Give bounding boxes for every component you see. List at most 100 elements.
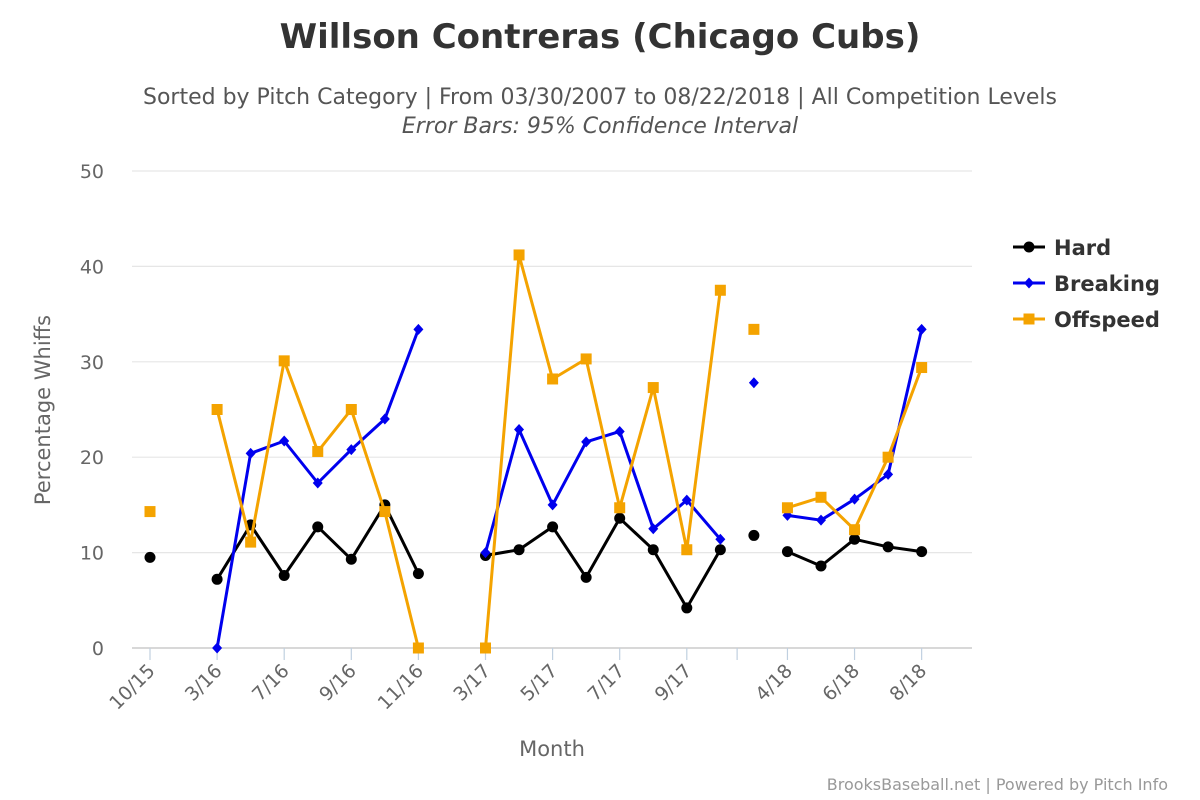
data-point-breaking	[748, 377, 759, 389]
data-point-breaking	[312, 477, 323, 489]
chart-subtitle-error-bars: Error Bars: 95% Confidence Interval	[402, 114, 798, 139]
x-tick-label: 4/18	[751, 660, 797, 706]
data-point-breaking	[480, 547, 491, 559]
x-axis-title: Month	[519, 737, 585, 761]
data-point-offspeed	[480, 642, 491, 654]
x-tick-label: 8/18	[885, 660, 931, 706]
series-hard	[144, 499, 928, 614]
y-tick-label: 20	[80, 447, 104, 469]
data-point-breaking	[916, 323, 927, 335]
y-axis-title: Percentage Whiffs	[31, 315, 55, 505]
legend-marker-hard	[1023, 241, 1035, 253]
data-point-hard	[412, 568, 424, 580]
data-point-hard	[513, 544, 525, 556]
legend-label-hard: Hard	[1054, 236, 1111, 260]
data-point-offspeed	[748, 323, 760, 335]
data-point-offspeed	[681, 544, 693, 556]
legend-marker-offspeed	[1023, 313, 1035, 325]
x-tick-label: 3/16	[181, 660, 227, 706]
data-point-hard	[580, 571, 592, 583]
chart-title: Willson Contreras (Chicago Cubs)	[280, 17, 921, 57]
data-point-breaking	[681, 494, 692, 506]
grid-lines	[132, 170, 972, 649]
legend-label-offspeed: Offspeed	[1054, 308, 1160, 332]
data-point-offspeed	[916, 362, 928, 374]
y-tick-label: 30	[80, 352, 104, 374]
data-point-hard	[748, 529, 760, 541]
data-point-breaking	[648, 523, 659, 535]
data-point-offspeed	[882, 451, 894, 463]
data-point-hard	[211, 573, 223, 585]
data-point-offspeed	[614, 502, 626, 514]
data-point-offspeed	[245, 536, 257, 548]
data-point-offspeed	[714, 284, 726, 296]
data-point-offspeed	[815, 491, 827, 503]
x-tick-label: 6/18	[818, 660, 864, 706]
data-point-hard	[312, 521, 324, 533]
data-point-hard	[681, 602, 693, 614]
data-point-breaking	[816, 514, 826, 526]
legend-label-breaking: Breaking	[1054, 272, 1160, 296]
y-tick-label: 10	[80, 543, 104, 565]
data-point-breaking	[547, 499, 558, 511]
data-point-offspeed	[278, 355, 290, 367]
data-point-breaking	[782, 509, 793, 521]
series-breaking	[212, 323, 927, 654]
data-point-breaking	[212, 642, 223, 654]
x-tick-label: 10/15	[105, 660, 159, 714]
data-point-hard	[781, 546, 793, 558]
y-tick-label: 0	[92, 638, 104, 660]
series-offspeed	[144, 249, 928, 654]
data-point-hard	[714, 544, 726, 556]
legend-item-hard: Hard	[1013, 236, 1111, 260]
y-tick-label: 50	[80, 161, 104, 183]
legend-item-offspeed: Offspeed	[1013, 308, 1160, 332]
x-tick-label: 5/17	[516, 660, 562, 706]
data-point-offspeed	[513, 249, 525, 261]
series-layer	[144, 249, 928, 654]
data-point-breaking	[413, 323, 424, 335]
data-point-hard	[614, 512, 626, 524]
data-point-offspeed	[580, 353, 592, 365]
data-point-breaking	[883, 468, 894, 480]
x-tick-label: 7/17	[584, 660, 630, 706]
data-point-breaking	[346, 444, 357, 456]
data-point-offspeed	[781, 502, 793, 514]
data-point-breaking	[715, 533, 726, 545]
data-point-hard	[547, 521, 559, 533]
x-tick-label: 3/17	[449, 660, 495, 706]
chart-subtitle: Sorted by Pitch Category | From 03/30/20…	[143, 85, 1057, 110]
data-point-breaking	[245, 447, 256, 459]
data-point-hard	[278, 569, 290, 581]
data-point-offspeed	[849, 524, 861, 536]
y-axis-ticks: 0 10 20 30 40 50	[80, 161, 104, 660]
data-point-offspeed	[312, 445, 324, 457]
credit-text: BrooksBaseball.net | Powered by Pitch In…	[827, 775, 1168, 794]
data-point-hard	[815, 560, 827, 572]
legend: Hard Breaking Offspeed	[1013, 236, 1160, 332]
data-point-hard	[345, 553, 357, 565]
series-line-breaking	[215, 328, 924, 649]
data-point-hard	[849, 533, 861, 545]
data-point-offspeed	[547, 373, 559, 385]
y-tick-label: 40	[80, 256, 104, 278]
x-tick-label: 9/16	[315, 660, 361, 706]
data-point-hard	[882, 541, 894, 553]
data-point-offspeed	[345, 404, 357, 415]
legend-item-breaking: Breaking	[1013, 272, 1160, 296]
data-point-breaking	[581, 436, 592, 448]
x-axis: 10/15 3/16 7/16 9/16 11/16 3/17 5/17 7/17 9/17 4/…	[105, 648, 931, 714]
data-point-hard	[647, 544, 659, 556]
data-point-offspeed	[144, 506, 156, 518]
data-point-breaking	[614, 425, 625, 437]
data-point-offspeed	[379, 506, 391, 518]
x-tick-label: 11/16	[374, 660, 428, 714]
data-point-breaking	[279, 435, 290, 447]
data-point-hard	[144, 551, 156, 563]
data-point-offspeed	[647, 382, 659, 394]
data-point-offspeed	[211, 404, 223, 415]
data-point-breaking	[379, 413, 390, 425]
data-point-breaking	[849, 493, 860, 505]
data-point-offspeed	[412, 642, 424, 654]
